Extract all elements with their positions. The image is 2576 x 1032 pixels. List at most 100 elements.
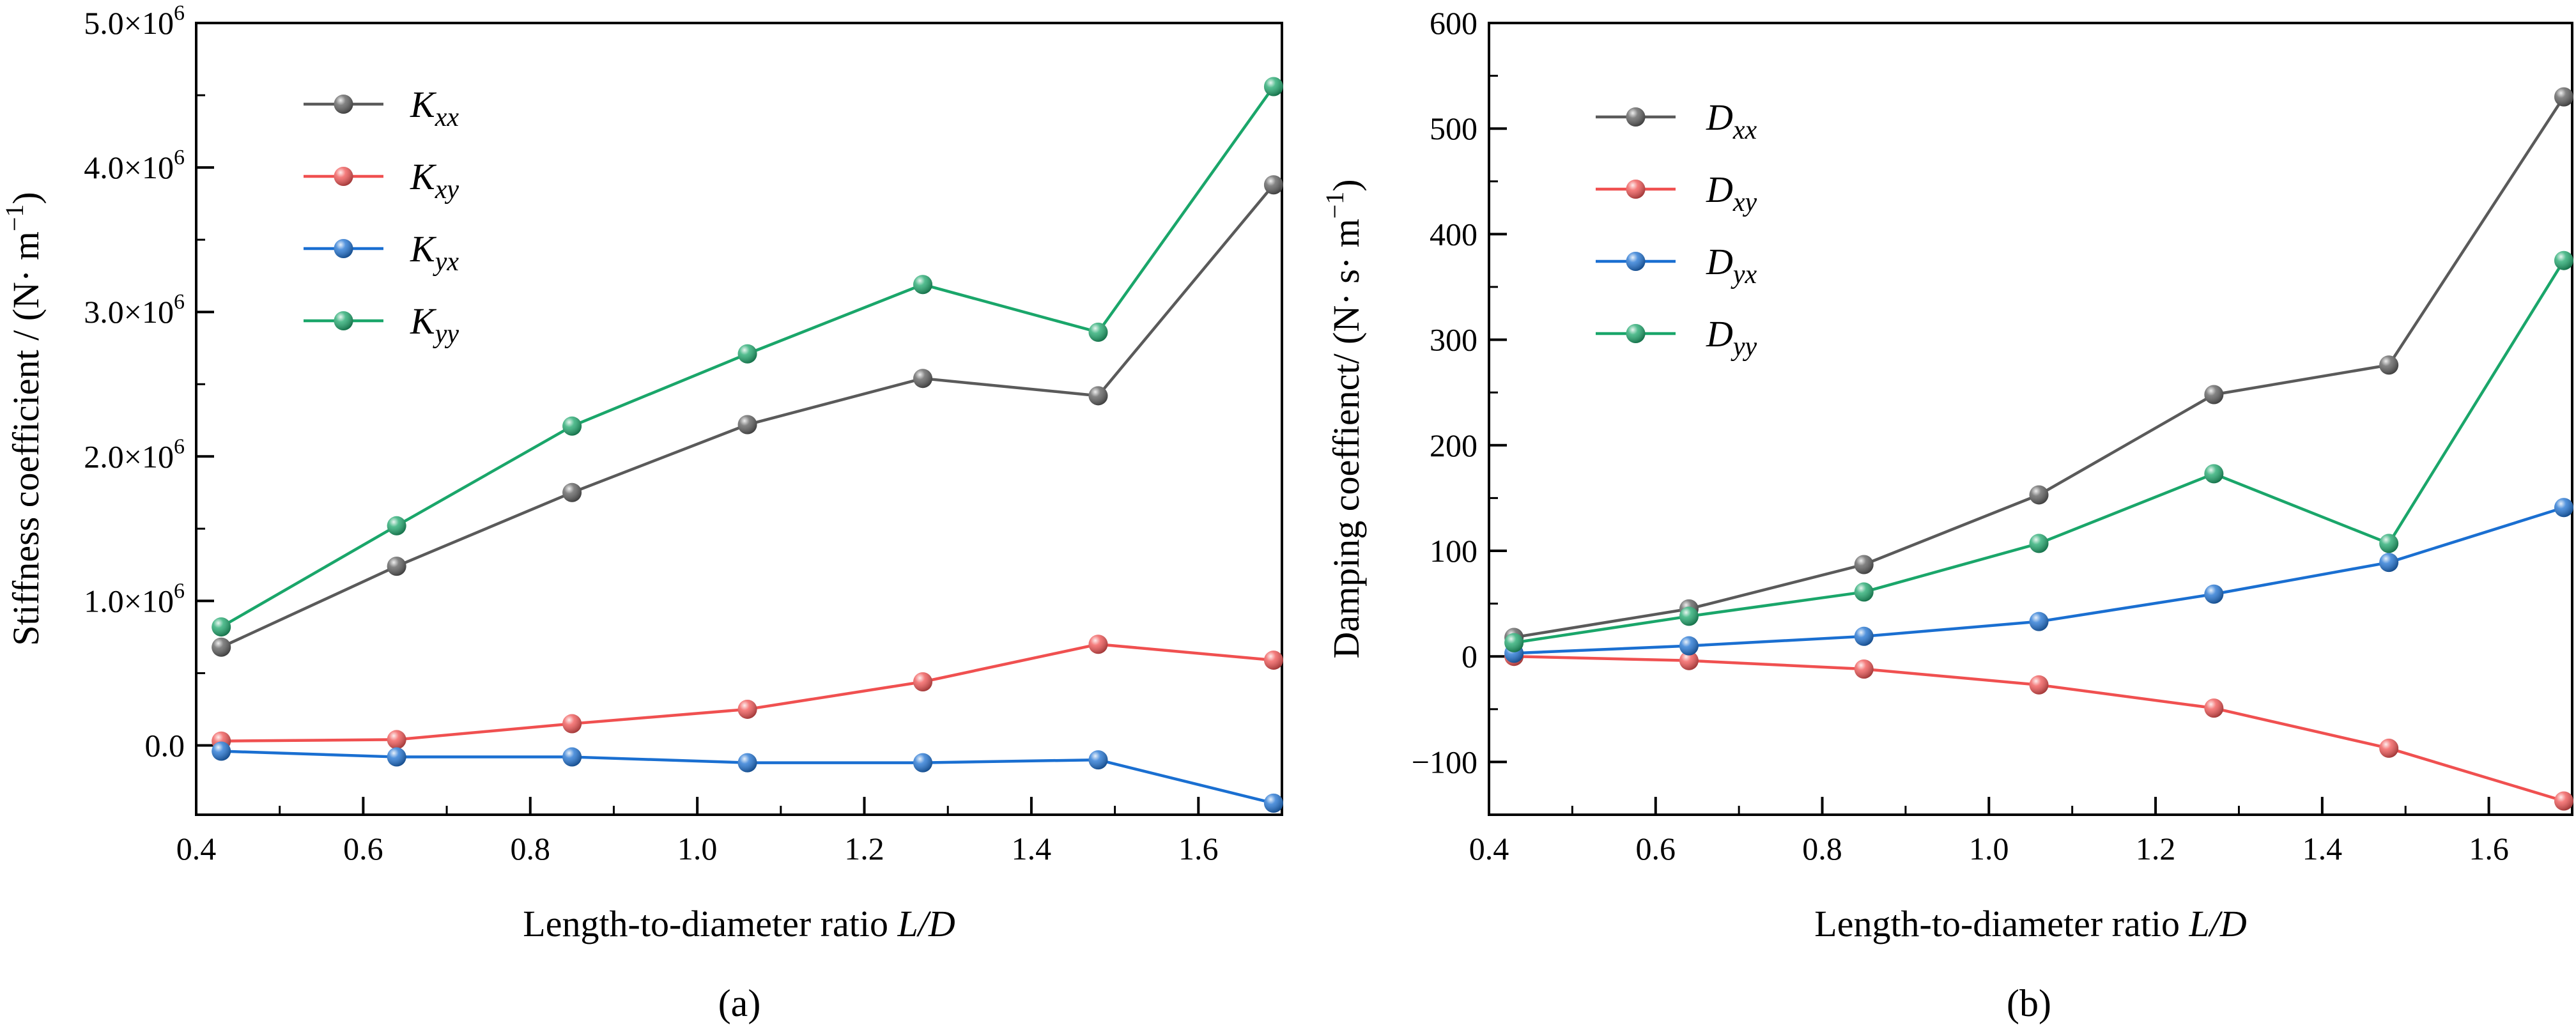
data-point-shade [2204, 385, 2224, 404]
data-point-shade [1088, 386, 1108, 406]
data-point-shade [1263, 77, 1283, 96]
y-tick-label: 400 [1430, 216, 1477, 252]
legend-marker-shade [334, 95, 353, 114]
series-line [221, 642, 1274, 743]
data-point-shade [737, 415, 757, 435]
x-tick-label: 1.4 [2302, 831, 2343, 866]
series-dyx [1504, 498, 2573, 663]
data-point-shade [1088, 322, 1108, 342]
data-point-shade [387, 747, 406, 767]
legend-marker-shade [1626, 324, 1646, 343]
y-tick-label: 5.0×106 [84, 1, 185, 41]
x-tick-label: 0.4 [176, 831, 217, 866]
legend-marker-shade [1626, 107, 1646, 127]
data-point-shade [2379, 738, 2399, 758]
series-dxy [1504, 647, 2573, 811]
data-point-shade [913, 672, 933, 691]
data-point-shade [212, 637, 231, 657]
data-point-shade [2379, 553, 2399, 573]
x-tick-label: 0.6 [1636, 831, 1676, 866]
y-tick-label: 100 [1430, 533, 1477, 569]
series-line [1513, 259, 2565, 644]
y-tick-label: 300 [1430, 322, 1477, 358]
plot-frame [195, 22, 1283, 816]
data-point-shade [1263, 651, 1283, 670]
data-point-shade [387, 557, 406, 576]
y-tick-label: −100 [1412, 744, 1477, 780]
data-point-shade [2204, 464, 2224, 484]
x-tick-label: 1.0 [677, 831, 718, 866]
y-axis-title: Stiffness coefficient / (N· m−1) [0, 192, 47, 645]
legend-label: Kxy [410, 156, 459, 204]
data-point-shade [212, 617, 231, 637]
data-point-shade [2554, 791, 2573, 811]
series-dyy [1504, 250, 2573, 652]
chart-panel-a: 0.4 0.6 0.8 1.0 1.2 1.4 1.6 0.0 1.0×106 2.0×106 3.… [0, 1, 1283, 1024]
legend-marker-shade [1626, 252, 1646, 271]
legend-label: Dxx [1706, 96, 1757, 145]
series-dxx [1504, 87, 2573, 647]
x-tick-label: 0.4 [1469, 831, 1509, 866]
x-tick-label: 1.2 [2136, 831, 2176, 866]
legend-entry-kyx: Kyx [304, 228, 459, 277]
data-point-shade [913, 369, 933, 389]
legend-label: Dyx [1706, 241, 1757, 289]
panel-label: (b) [2007, 982, 2051, 1024]
data-point-shade [737, 753, 757, 773]
legend-entry-dyx: Dyx [1596, 241, 1757, 289]
data-point-shade [913, 275, 933, 295]
data-point-shade [1088, 635, 1108, 654]
data-point-shade [2204, 584, 2224, 604]
legend-marker-shade [334, 239, 353, 258]
series-kyx [212, 741, 1283, 813]
legend-entry-dxx: Dxx [1596, 96, 1757, 145]
legend-entry-kxx: Kxx [304, 84, 459, 132]
x-tick-label: 1.6 [1178, 831, 1219, 866]
y-tick-label: 0 [1462, 638, 1477, 674]
data-point-shade [562, 747, 582, 767]
legend-entry-kyy: Kyy [304, 300, 459, 349]
y-tick-label: 4.0×106 [84, 146, 185, 185]
x-tick-label: 0.8 [1802, 831, 1842, 866]
y-tick-label: 200 [1430, 427, 1477, 463]
data-point-shade [1679, 636, 1699, 656]
x-axis-title: Length-to-diameter ratio L/D [523, 903, 955, 944]
legend-label: Kxx [410, 84, 459, 132]
data-point-shade [212, 741, 231, 761]
legend-entry-dyy: Dyy [1596, 313, 1757, 362]
data-point-shade [1088, 750, 1108, 770]
y-tick-label: 600 [1430, 5, 1477, 41]
y-tick-label: 500 [1430, 111, 1477, 146]
chart-panel-b: 0.4 0.6 0.8 1.0 1.2 1.4 1.6 −100 0 100 200 300 400 50… [1320, 5, 2573, 1024]
legend-label: Kyx [410, 228, 459, 277]
series-kyy [212, 77, 1283, 637]
legend-label: Dxy [1706, 169, 1757, 217]
data-point-shade [387, 730, 406, 750]
legend-marker-shade [1626, 180, 1646, 199]
data-point-shade [737, 699, 757, 719]
y-tick-label: 0.0 [145, 727, 185, 763]
data-point-shade [2379, 534, 2399, 553]
data-point-shade [562, 416, 582, 436]
data-point-shade [2554, 87, 2573, 107]
x-tick-label: 0.8 [511, 831, 551, 866]
y-axis-title: Damping coeffienct/ (N· s· m−1) [1320, 179, 1367, 658]
data-point-shade [2029, 534, 2049, 553]
legend-label: Dyy [1706, 313, 1757, 362]
series-kxy [212, 635, 1283, 751]
y-tick-label: 1.0×106 [84, 579, 185, 619]
data-point-shade [2029, 612, 2049, 631]
data-point-shade [1504, 633, 1524, 652]
data-point-shade [1679, 606, 1699, 626]
data-point-shade [2554, 250, 2573, 270]
legend-label: Kyy [410, 300, 459, 349]
data-point-shade [2029, 675, 2049, 695]
data-point-shade [737, 344, 757, 364]
data-point-shade [2554, 498, 2573, 518]
legend-marker-shade [334, 167, 353, 186]
data-point-shade [1854, 626, 1874, 646]
data-point-shade [1854, 555, 1874, 574]
data-point-shade [913, 753, 933, 773]
data-point-shade [2204, 698, 2224, 718]
